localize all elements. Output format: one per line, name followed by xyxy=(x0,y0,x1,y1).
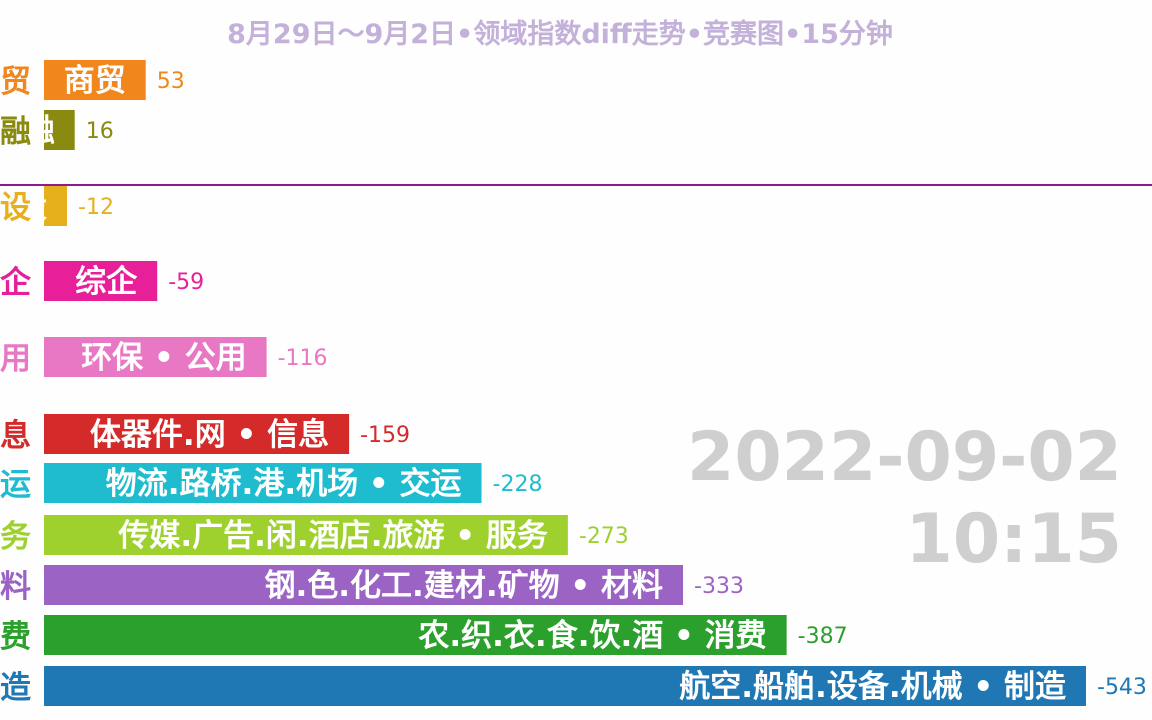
bar-材料 xyxy=(44,565,684,605)
bar-制造 xyxy=(44,666,1086,706)
left-label-商贸: 贸 xyxy=(0,64,31,100)
timestamp-time: 10:15 xyxy=(905,500,1122,579)
bar-金融 xyxy=(44,110,75,150)
value-label-公用: -116 xyxy=(278,346,328,371)
value-label-商贸: 53 xyxy=(157,69,185,94)
bar-公用 xyxy=(44,337,267,377)
value-label-金融: 16 xyxy=(86,119,114,144)
bar-信息 xyxy=(44,414,350,454)
bar-inner-label-公用: 环保 • 公用 xyxy=(81,340,246,376)
left-label-交运: 运 xyxy=(0,467,31,503)
bar-inner-label-消费: 农.织.衣.食.饮.酒 • 消费 xyxy=(418,618,766,654)
bar-建设 xyxy=(44,186,68,226)
timestamp-date: 2022-09-02 xyxy=(687,418,1122,497)
value-label-消费: -387 xyxy=(798,624,848,649)
value-label-材料: -333 xyxy=(694,574,744,599)
bar-综企 xyxy=(44,261,158,301)
value-label-交运: -228 xyxy=(493,472,543,497)
left-label-制造: 造 xyxy=(0,670,31,706)
value-label-建设: -12 xyxy=(78,195,114,220)
bar-inner-label-建设: 建设 xyxy=(0,189,47,225)
left-label-建设: 设 xyxy=(0,190,31,226)
bar-交运 xyxy=(44,463,482,503)
bar-inner-label-交运: 物流.路桥.港.机场 • 交运 xyxy=(106,466,462,502)
left-label-服务: 务 xyxy=(0,519,31,555)
bar-inner-label-制造: 航空.船舶.设备.机械 • 制造 xyxy=(679,669,1066,705)
bar-inner-label-服务: 传媒.广告.闲.酒店.旅游 • 服务 xyxy=(117,518,548,554)
bar-商贸 xyxy=(44,60,146,100)
chart-title: 8月29日～9月2日•领域指数diff走势•竞赛图•15分钟 xyxy=(227,19,893,50)
bar-inner-label-商贸: 商贸 xyxy=(64,63,126,99)
bar-inner-label-信息: 体器件.网 • 信息 xyxy=(90,417,329,453)
bar-服务 xyxy=(44,515,568,555)
value-label-服务: -273 xyxy=(579,524,629,549)
left-label-材料: 料 xyxy=(0,569,31,605)
bar-inner-label-综企: 综企 xyxy=(75,264,138,300)
bar-inner-label-金融: 金融 xyxy=(0,113,55,149)
bar-消费 xyxy=(44,615,787,655)
left-label-金融: 融 xyxy=(0,114,31,150)
bar-inner-label-材料: 钢.色.化工.建材.矿物 • 材料 xyxy=(265,568,664,604)
left-label-综企: 企 xyxy=(0,265,32,301)
left-label-信息: 息 xyxy=(0,418,31,454)
value-label-信息: -159 xyxy=(360,423,410,448)
value-label-制造: -543 xyxy=(1097,675,1147,700)
left-label-消费: 费 xyxy=(0,619,31,655)
value-label-综企: -59 xyxy=(168,270,204,295)
left-label-公用: 用 xyxy=(0,341,31,377)
